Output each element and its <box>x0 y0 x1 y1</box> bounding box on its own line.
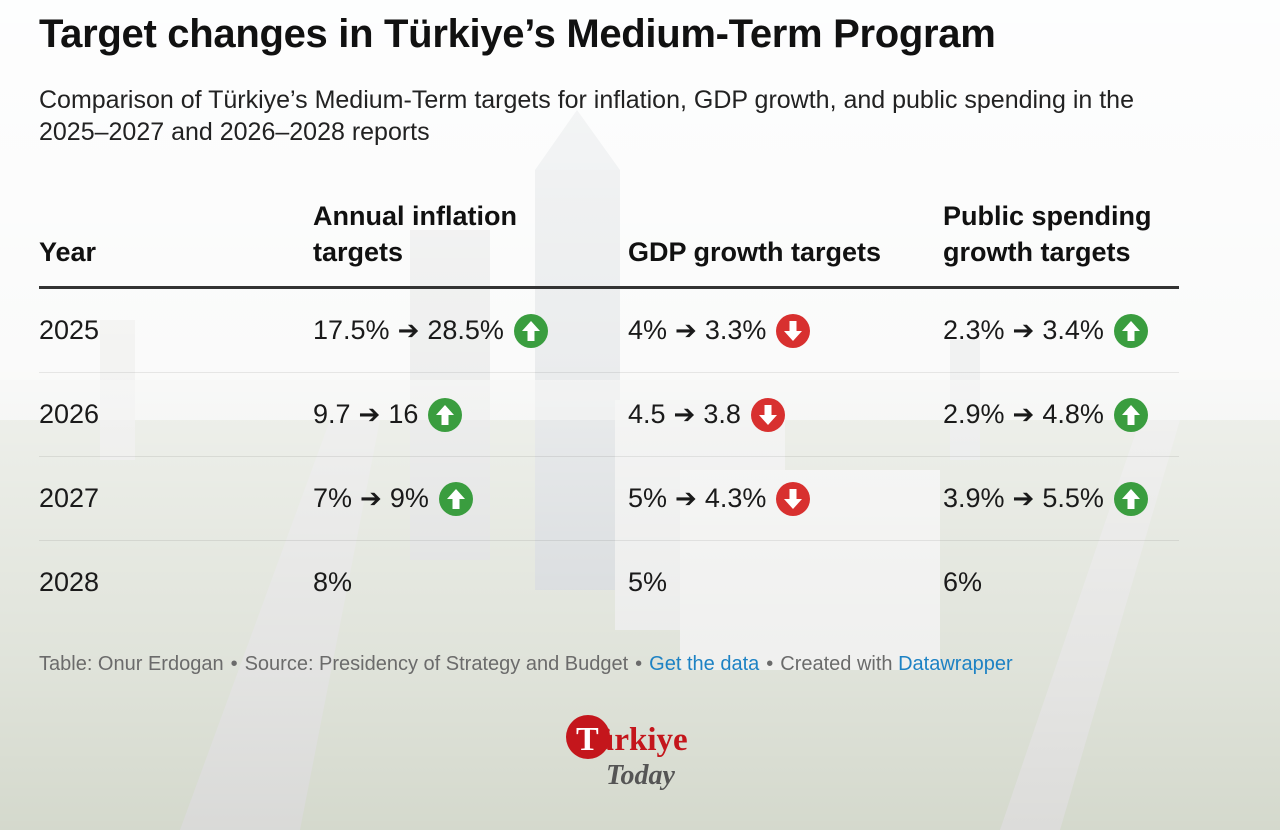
inflation-target-cell: 8% <box>313 541 352 624</box>
spending-target-cell: 6% <box>943 541 982 624</box>
arrow-up-icon <box>1113 397 1148 432</box>
column-header-year: Year <box>39 237 97 267</box>
targets-table: Year Annual inflation targets GDP growth… <box>39 200 1179 624</box>
spending-target-cell: 2.3% ➔ 3.4% <box>943 289 1148 372</box>
table-row: 2028 8% 5% 6% <box>39 541 1179 624</box>
chart-title: Target changes in Türkiye’s Medium-Term … <box>39 12 996 56</box>
gdp-target-cell: 4% ➔ 3.3% <box>628 289 811 372</box>
footer: Table: Onur Erdogan • Source: Presidency o… <box>39 653 1013 676</box>
footer-separator: • <box>766 653 774 675</box>
arrow-right-icon: ➔ <box>673 399 696 429</box>
new-target-value: 9% <box>389 483 429 513</box>
inflation-target-cell: 7% ➔ 9% <box>313 457 473 540</box>
inflation-target-cell: 9.7 ➔ 16 <box>313 373 463 456</box>
arrow-down-icon <box>750 397 785 432</box>
arrow-right-icon: ➔ <box>358 399 381 429</box>
old-target-value: 2.9% <box>943 399 1005 429</box>
arrow-right-icon: ➔ <box>675 315 697 345</box>
logo-red-circle <box>566 715 610 759</box>
column-header-gdp: GDP growth targets <box>628 237 882 267</box>
arrow-up-icon <box>438 481 473 516</box>
arrow-up-icon <box>1113 481 1148 516</box>
new-target-value: 3.3% <box>704 315 767 345</box>
arrow-down-icon <box>776 481 811 516</box>
arrow-right-icon: ➔ <box>1012 315 1035 345</box>
old-target-value: 4.5 <box>628 399 666 429</box>
table-header: Year Annual inflation targets GDP growth… <box>39 200 1179 289</box>
arrow-up-icon <box>428 397 463 432</box>
get-the-data-link[interactable]: Get the data <box>649 653 760 675</box>
footer-separator: • <box>635 653 643 675</box>
arrow-up-icon <box>1113 313 1148 348</box>
spending-target-cell: 2.9% ➔ 4.8% <box>943 373 1148 456</box>
new-target-value: 3.8 <box>703 399 741 429</box>
inflation-target-cell: 17.5% ➔ 28.5% <box>313 289 548 372</box>
table-body: 2025 17.5% ➔ 28.5% 4% ➔ 3.3% 2.3% ➔ 3.4% 2026 9.7 ➔ 1… <box>39 289 1179 624</box>
chart-subtitle: Comparison of Türkiye’s Medium-Term targ… <box>39 86 1134 146</box>
arrow-right-icon: ➔ <box>1012 399 1035 429</box>
arrow-down-icon <box>776 313 811 348</box>
gdp-target-cell: 5% ➔ 4.3% <box>628 457 811 540</box>
new-target-value: 3.4% <box>1042 315 1104 345</box>
old-target-value: 3.9% <box>943 483 1005 513</box>
old-target-value: 7% <box>313 483 353 513</box>
arrow-right-icon: ➔ <box>360 483 382 513</box>
datawrapper-link[interactable]: Datawrapper <box>898 653 1013 675</box>
column-header-spending: Public spending growth targets <box>943 201 1152 267</box>
table-row: 2026 9.7 ➔ 16 4.5 ➔ 3.8 2.9% ➔ 4.8% <box>39 373 1179 457</box>
new-target-value: 4.8% <box>1042 399 1104 429</box>
arrow-up-icon <box>513 313 548 348</box>
year-cell: 2028 <box>39 567 100 597</box>
old-target-value: 2.3% <box>943 315 1005 345</box>
spending-target-cell: 3.9% ➔ 5.5% <box>943 457 1148 540</box>
new-target-value: 5.5% <box>1042 483 1104 513</box>
arrow-right-icon: ➔ <box>675 483 697 513</box>
year-cell: 2026 <box>39 399 100 429</box>
column-header-inflation: Annual inflation targets <box>313 201 517 267</box>
footer-credit: Table: Onur Erdogan <box>39 653 224 675</box>
gdp-target-cell: 5% <box>628 541 667 624</box>
target-value: 6% <box>943 567 983 597</box>
old-target-value: 4% <box>628 315 668 345</box>
target-value: 5% <box>628 567 668 597</box>
old-target-value: 5% <box>628 483 668 513</box>
table-row: 2027 7% ➔ 9% 5% ➔ 4.3% 3.9% ➔ 5.5% <box>39 457 1179 541</box>
new-target-value: 16 <box>388 399 419 429</box>
footer-separator: • <box>230 653 238 675</box>
new-target-value: 28.5% <box>427 315 504 345</box>
svg-text:T: T <box>576 721 599 758</box>
target-value: 8% <box>313 567 353 597</box>
gdp-target-cell: 4.5 ➔ 3.8 <box>628 373 785 456</box>
svg-text:ürkiye: ürkiye <box>596 722 688 758</box>
footer-source: Source: Presidency of Strategy and Budge… <box>244 653 629 675</box>
new-target-value: 4.3% <box>704 483 767 513</box>
arrow-right-icon: ➔ <box>1012 483 1035 513</box>
footer-created-with: Created with <box>780 653 893 675</box>
year-cell: 2027 <box>39 483 100 513</box>
arrow-right-icon: ➔ <box>397 315 420 345</box>
old-target-value: 9.7 <box>313 399 351 429</box>
table-row: 2025 17.5% ➔ 28.5% 4% ➔ 3.3% 2.3% ➔ 3.4% <box>39 289 1179 373</box>
old-target-value: 17.5% <box>313 315 390 345</box>
turkiye-today-logo: T ürkiye Today <box>564 712 716 796</box>
svg-text:Today: Today <box>606 760 676 791</box>
year-cell: 2025 <box>39 315 100 345</box>
